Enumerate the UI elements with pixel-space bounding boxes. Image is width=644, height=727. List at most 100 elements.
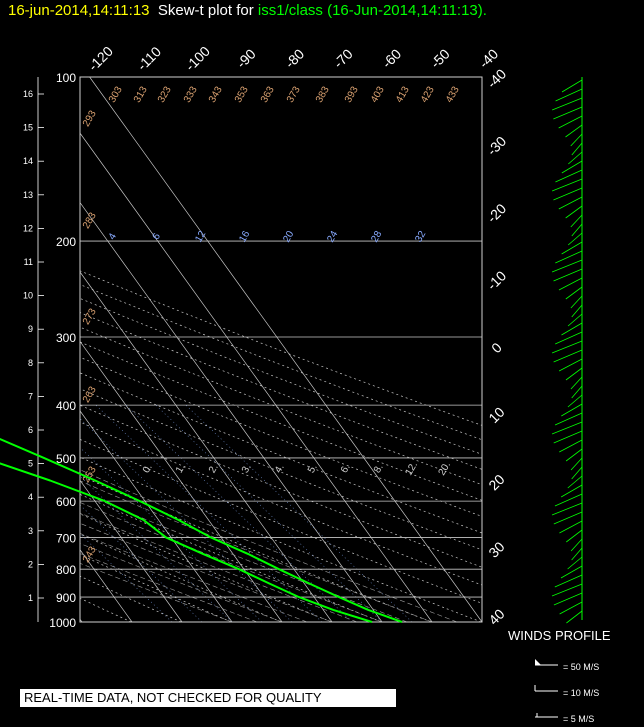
winds-profile-title: WINDS PROFILE <box>508 628 611 643</box>
height-km-label: 10 <box>23 291 33 301</box>
moist-adiabat <box>80 553 258 622</box>
moist-adiabat <box>80 522 333 622</box>
dry-adiabat <box>80 493 382 622</box>
wind-barb <box>570 457 583 471</box>
wind-barb <box>571 304 583 318</box>
top-temp-label: -110 <box>134 43 165 74</box>
wind-barb <box>561 403 583 417</box>
pressure-label: 500 <box>56 452 76 466</box>
pressure-label: 800 <box>56 563 76 577</box>
height-km-label: 9 <box>28 324 33 334</box>
isotherm-line <box>80 410 233 622</box>
theta-label: 433 <box>444 84 462 104</box>
pressure-label: 600 <box>56 495 76 509</box>
dry-adiabat <box>80 404 482 568</box>
wind-barb <box>555 169 583 183</box>
mixing-ratio-label: 12 <box>193 229 208 245</box>
wind-legend-50: = 50 M/S <box>563 662 600 672</box>
wind-barb <box>551 259 583 273</box>
isotherm-line <box>89 77 482 622</box>
wind-legend-10: = 10 M/S <box>563 688 600 698</box>
top-temp-label: -60 <box>379 46 405 72</box>
wind-barb <box>571 547 583 561</box>
mixing-ratio-label: 16 <box>237 229 252 245</box>
wind-legend-5: = 5 M/S <box>563 714 595 724</box>
dry-adiabat <box>80 284 482 441</box>
pressure-label: 300 <box>56 331 76 345</box>
pressure-label: 700 <box>56 532 76 546</box>
theta-label: 293 <box>81 108 99 128</box>
right-temp-label: 20 <box>485 471 507 493</box>
wind-barb <box>570 214 583 228</box>
theta-label: 343 <box>207 84 225 104</box>
top-temp-label: -70 <box>330 46 356 72</box>
height-km-label: 12 <box>23 223 33 233</box>
wind-barb <box>566 610 583 624</box>
top-temp-label: -80 <box>282 46 308 72</box>
wind-barb <box>565 286 583 300</box>
mixing-ratio-label: 8. <box>372 462 386 475</box>
top-temp-label: -100 <box>182 43 213 74</box>
mixing-ratio-label: 1. <box>174 462 188 475</box>
plot-area <box>80 77 482 622</box>
pressure-label: 900 <box>56 591 76 605</box>
pressure-label: 1000 <box>49 616 76 630</box>
wind-legend-flag <box>535 659 541 665</box>
dewpoint-trace <box>0 462 373 623</box>
wind-barb <box>567 313 583 327</box>
wind-barb <box>570 376 583 390</box>
right-temp-label: 30 <box>485 538 507 560</box>
height-km-label: 11 <box>24 257 33 267</box>
plot-frame <box>79 76 483 623</box>
mixing-ratio-label: 6 <box>151 231 164 242</box>
station-label: iss1/class (16-Jun-2014,14:11:13). <box>257 2 487 19</box>
wind-barb <box>566 529 583 543</box>
wind-barb <box>554 574 583 588</box>
height-km-label: 4 <box>28 492 33 502</box>
right-temp-label: 0 <box>488 339 505 356</box>
mixing-ratio-line <box>155 404 383 622</box>
theta-label: 303 <box>107 84 125 104</box>
theta-label: 363 <box>259 84 277 104</box>
wind-barb <box>558 115 583 129</box>
wind-barb <box>553 430 583 444</box>
theta-label: 373 <box>285 84 303 104</box>
mixing-ratio-label: 20 <box>281 229 296 245</box>
pressure-label: 100 <box>56 71 76 85</box>
dry-adiabat <box>80 513 332 622</box>
mixing-ratio-line <box>80 504 203 622</box>
wind-barb <box>559 439 583 453</box>
wind-barb <box>565 448 583 462</box>
theta-label: 423 <box>419 84 437 104</box>
wind-barb <box>567 394 583 408</box>
dry-adiabat <box>80 421 482 586</box>
wind-barb <box>551 97 583 111</box>
theta-label: 273 <box>81 306 99 326</box>
mixing-ratio-line <box>95 404 323 622</box>
theta-label: 243 <box>81 544 99 564</box>
moist-adiabat <box>80 562 233 622</box>
wind-barb <box>551 502 583 516</box>
mixing-ratio-line <box>80 447 263 622</box>
isotherm-line <box>80 271 333 622</box>
wind-barb <box>558 277 583 291</box>
theta-label: 393 <box>343 84 361 104</box>
wind-barb <box>561 79 583 93</box>
wind-barb <box>571 142 583 156</box>
wind-barb <box>570 295 583 309</box>
right-temp-label: 40 <box>485 606 507 628</box>
height-km-label: 3 <box>28 526 33 536</box>
theta-label: 383 <box>314 84 332 104</box>
wind-barb <box>570 538 583 552</box>
wind-barb <box>561 241 583 255</box>
mixing-ratio-label: 28 <box>369 229 384 245</box>
wind-barb <box>551 340 583 354</box>
height-km-label: 2 <box>28 559 33 569</box>
theta-label: 263 <box>81 384 99 404</box>
theta-label: 413 <box>394 84 412 104</box>
wind-barb <box>555 88 583 102</box>
right-temp-label: -30 <box>484 133 510 159</box>
wind-barb <box>571 223 583 237</box>
mixing-ratio-label: 12. <box>404 460 420 478</box>
wind-barb <box>570 133 583 147</box>
